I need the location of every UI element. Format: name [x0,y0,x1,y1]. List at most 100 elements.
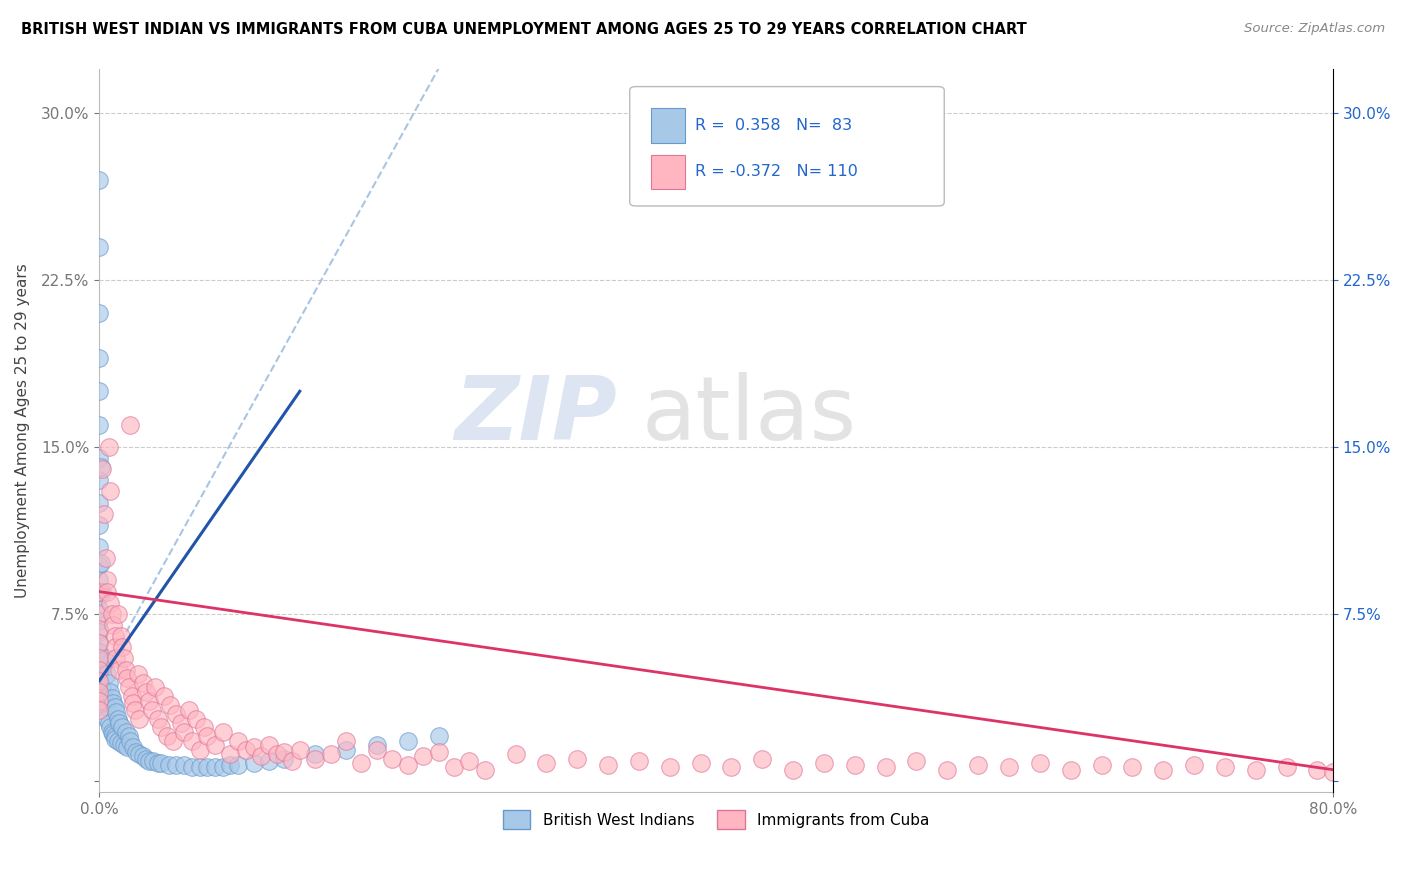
Point [173,724,195,739]
Text: ZIP: ZIP [454,372,617,459]
Point [350,756,373,770]
Point [89,239,111,253]
Point [1060,763,1083,777]
Point [97,715,120,730]
Y-axis label: Unemployment Among Ages 25 to 29 years: Unemployment Among Ages 25 to 29 years [15,263,30,598]
Point [121,690,143,704]
Point [998,760,1021,774]
Point [91,462,114,476]
Point [98,720,121,734]
Point [89,558,111,572]
Point [751,751,773,765]
Point [319,747,342,761]
FancyBboxPatch shape [630,87,945,206]
Point [180,760,202,774]
Point [91,584,114,599]
Point [89,624,111,639]
Point [165,707,187,722]
Point [89,473,111,487]
Point [104,629,127,643]
Point [89,654,111,668]
Point [153,690,176,704]
Point [427,729,450,743]
Point [104,729,127,743]
Point [905,754,928,768]
Point [186,711,208,725]
Point [112,651,135,665]
Point [89,351,111,365]
Point [427,745,450,759]
Point [89,673,111,688]
Point [658,760,681,774]
Point [396,733,419,747]
Point [90,556,112,570]
Point [844,758,866,772]
Point [131,749,153,764]
Point [288,742,311,756]
Point [107,711,129,725]
Point [89,636,111,650]
Point [250,749,273,764]
Legend: British West Indians, Immigrants from Cuba: British West Indians, Immigrants from Cu… [496,804,935,835]
Point [689,756,711,770]
Point [89,173,111,187]
Point [170,715,193,730]
Point [127,667,149,681]
Point [105,705,128,719]
Point [89,495,111,509]
Point [150,720,173,734]
Point [335,742,357,756]
Point [96,584,118,599]
Point [242,756,264,770]
Point [96,667,118,681]
Point [162,733,184,747]
Point [1244,763,1267,777]
Point [146,711,169,725]
Point [159,698,181,713]
Bar [651,154,685,189]
Point [117,729,139,743]
Point [89,540,111,554]
Point [107,607,129,621]
Point [89,685,111,699]
Point [226,758,249,772]
Point [96,700,118,714]
Point [875,760,897,774]
Point [142,754,165,768]
Point [89,645,111,659]
Point [89,589,111,603]
Point [381,751,404,765]
Bar [651,108,685,143]
Point [128,747,150,761]
Point [93,507,115,521]
Point [89,669,111,683]
Point [110,629,132,643]
Point [242,740,264,755]
Point [89,676,111,690]
Point [195,729,218,743]
Point [90,460,112,475]
Text: BRITISH WEST INDIAN VS IMMIGRANTS FROM CUBA UNEMPLOYMENT AMONG AGES 25 TO 29 YEA: BRITISH WEST INDIAN VS IMMIGRANTS FROM C… [21,22,1026,37]
Point [110,736,132,750]
Point [103,618,125,632]
Point [94,696,117,710]
Point [335,733,357,747]
Point [89,451,111,466]
Point [89,623,111,637]
Point [273,745,295,759]
Point [366,742,388,756]
Point [89,663,111,677]
Point [257,738,280,752]
Point [211,724,233,739]
Point [89,306,111,320]
Point [131,676,153,690]
Point [98,685,121,699]
Point [412,749,434,764]
Point [104,731,127,746]
Point [505,747,527,761]
Point [257,754,280,768]
Point [474,763,496,777]
Point [100,724,122,739]
Point [141,703,163,717]
Point [89,703,111,717]
